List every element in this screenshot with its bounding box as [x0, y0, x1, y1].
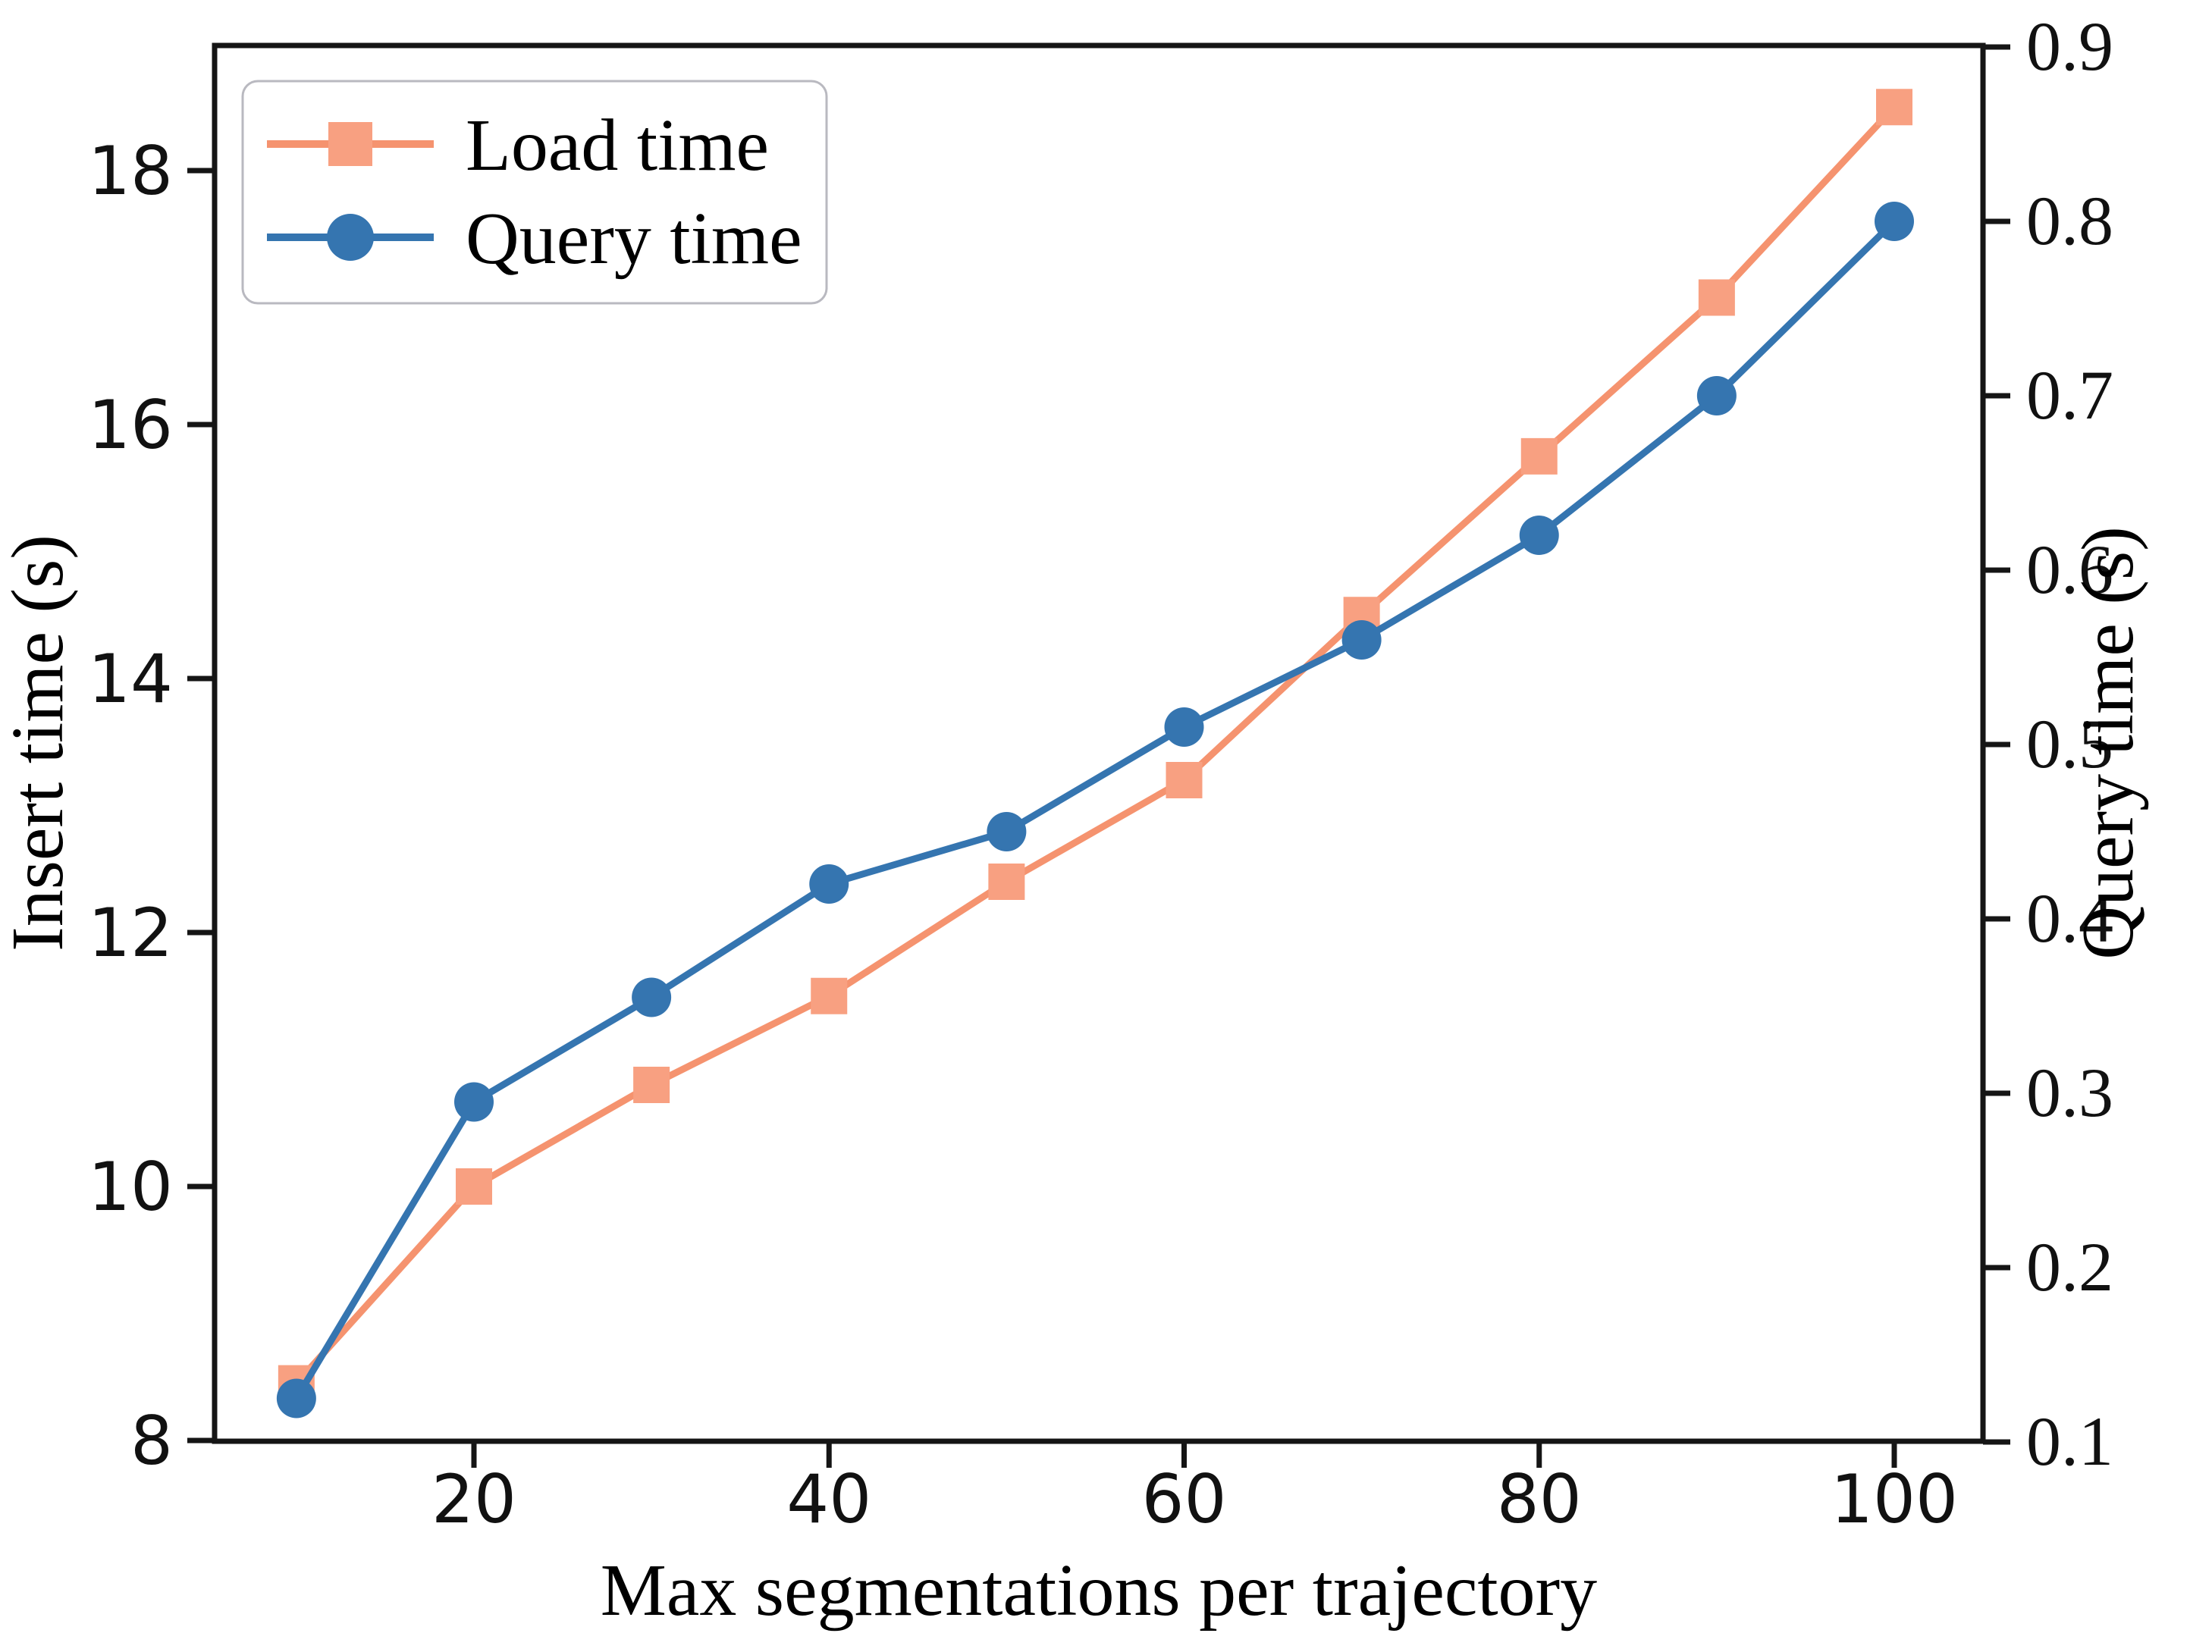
legend-box — [241, 80, 828, 305]
load-time-marker — [456, 1168, 492, 1205]
y-right-tick-label: 0.9 — [2026, 8, 2113, 85]
y-right-tick-label: 0.6 — [2026, 531, 2113, 608]
y-right-tick-label: 0.7 — [2026, 356, 2113, 434]
y-right-tick-label: 0.8 — [2026, 182, 2113, 259]
y-left-tick-label: 18 — [88, 132, 173, 210]
series-lines — [276, 89, 1914, 1418]
load-time-marker — [1520, 437, 1558, 475]
y-right-tick-label: 0.5 — [2026, 705, 2113, 782]
x-tick-label: 60 — [1142, 1460, 1227, 1538]
query-time-marker — [1696, 376, 1737, 415]
x-tick-label: 100 — [1831, 1460, 1958, 1538]
query-time-marker — [1519, 516, 1559, 555]
query-time-marker — [809, 864, 849, 904]
query-time-marker — [276, 1378, 316, 1418]
legend-item-load-time: Load time — [267, 105, 769, 187]
query-time-marker — [454, 1082, 494, 1122]
y-right-tick-label: 0.3 — [2026, 1054, 2113, 1131]
y-left-tick-label: 16 — [88, 386, 173, 464]
x-axis-label: Max segmentations per trajectory — [601, 1550, 1597, 1632]
query-time-marker — [1164, 707, 1204, 747]
query-time-marker — [632, 977, 672, 1017]
x-tick-label: 20 — [431, 1460, 516, 1538]
x-tick-label: 80 — [1497, 1460, 1582, 1538]
legend-label-query-time: Query time — [466, 198, 802, 280]
y-left-tick-label: 8 — [130, 1402, 173, 1480]
query-time-marker — [987, 812, 1027, 851]
y-axis-label-left: Insert time (s) — [0, 534, 79, 951]
legend: Load time Query time — [241, 80, 828, 305]
query-time-marker — [1875, 202, 1914, 241]
legend-item-query-time: Query time — [267, 198, 802, 280]
load-time-marker — [1876, 89, 1912, 126]
query-time-line — [293, 218, 1897, 1400]
query-time-legend-marker — [327, 214, 374, 261]
load-time-marker — [1698, 279, 1735, 316]
load-time-marker — [1166, 762, 1203, 798]
load-time-legend-marker — [328, 122, 372, 166]
load-time-line — [293, 105, 1897, 1386]
y-right-tick-label: 0.4 — [2026, 879, 2113, 957]
y-left-tick-label: 12 — [88, 894, 173, 972]
y-axis-label-right: Query time (s) — [2067, 526, 2149, 960]
load-time-marker — [811, 977, 848, 1014]
y-right-tick-label: 0.2 — [2026, 1228, 2113, 1306]
load-time-marker — [988, 864, 1025, 900]
y-left-tick-label: 10 — [88, 1148, 173, 1226]
axis-ticks: 20 40 60 80 100 8 10 12 14 16 18 0.1 0.2 0.3 0.4 0.5 0.6… — [88, 8, 2113, 1538]
query-time-marker — [1341, 620, 1382, 660]
x-tick-label: 40 — [786, 1460, 871, 1538]
y-left-tick-label: 14 — [88, 640, 173, 718]
load-time-marker — [633, 1067, 670, 1103]
legend-label-load-time: Load time — [466, 105, 769, 187]
y-right-tick-label: 0.1 — [2026, 1403, 2113, 1480]
